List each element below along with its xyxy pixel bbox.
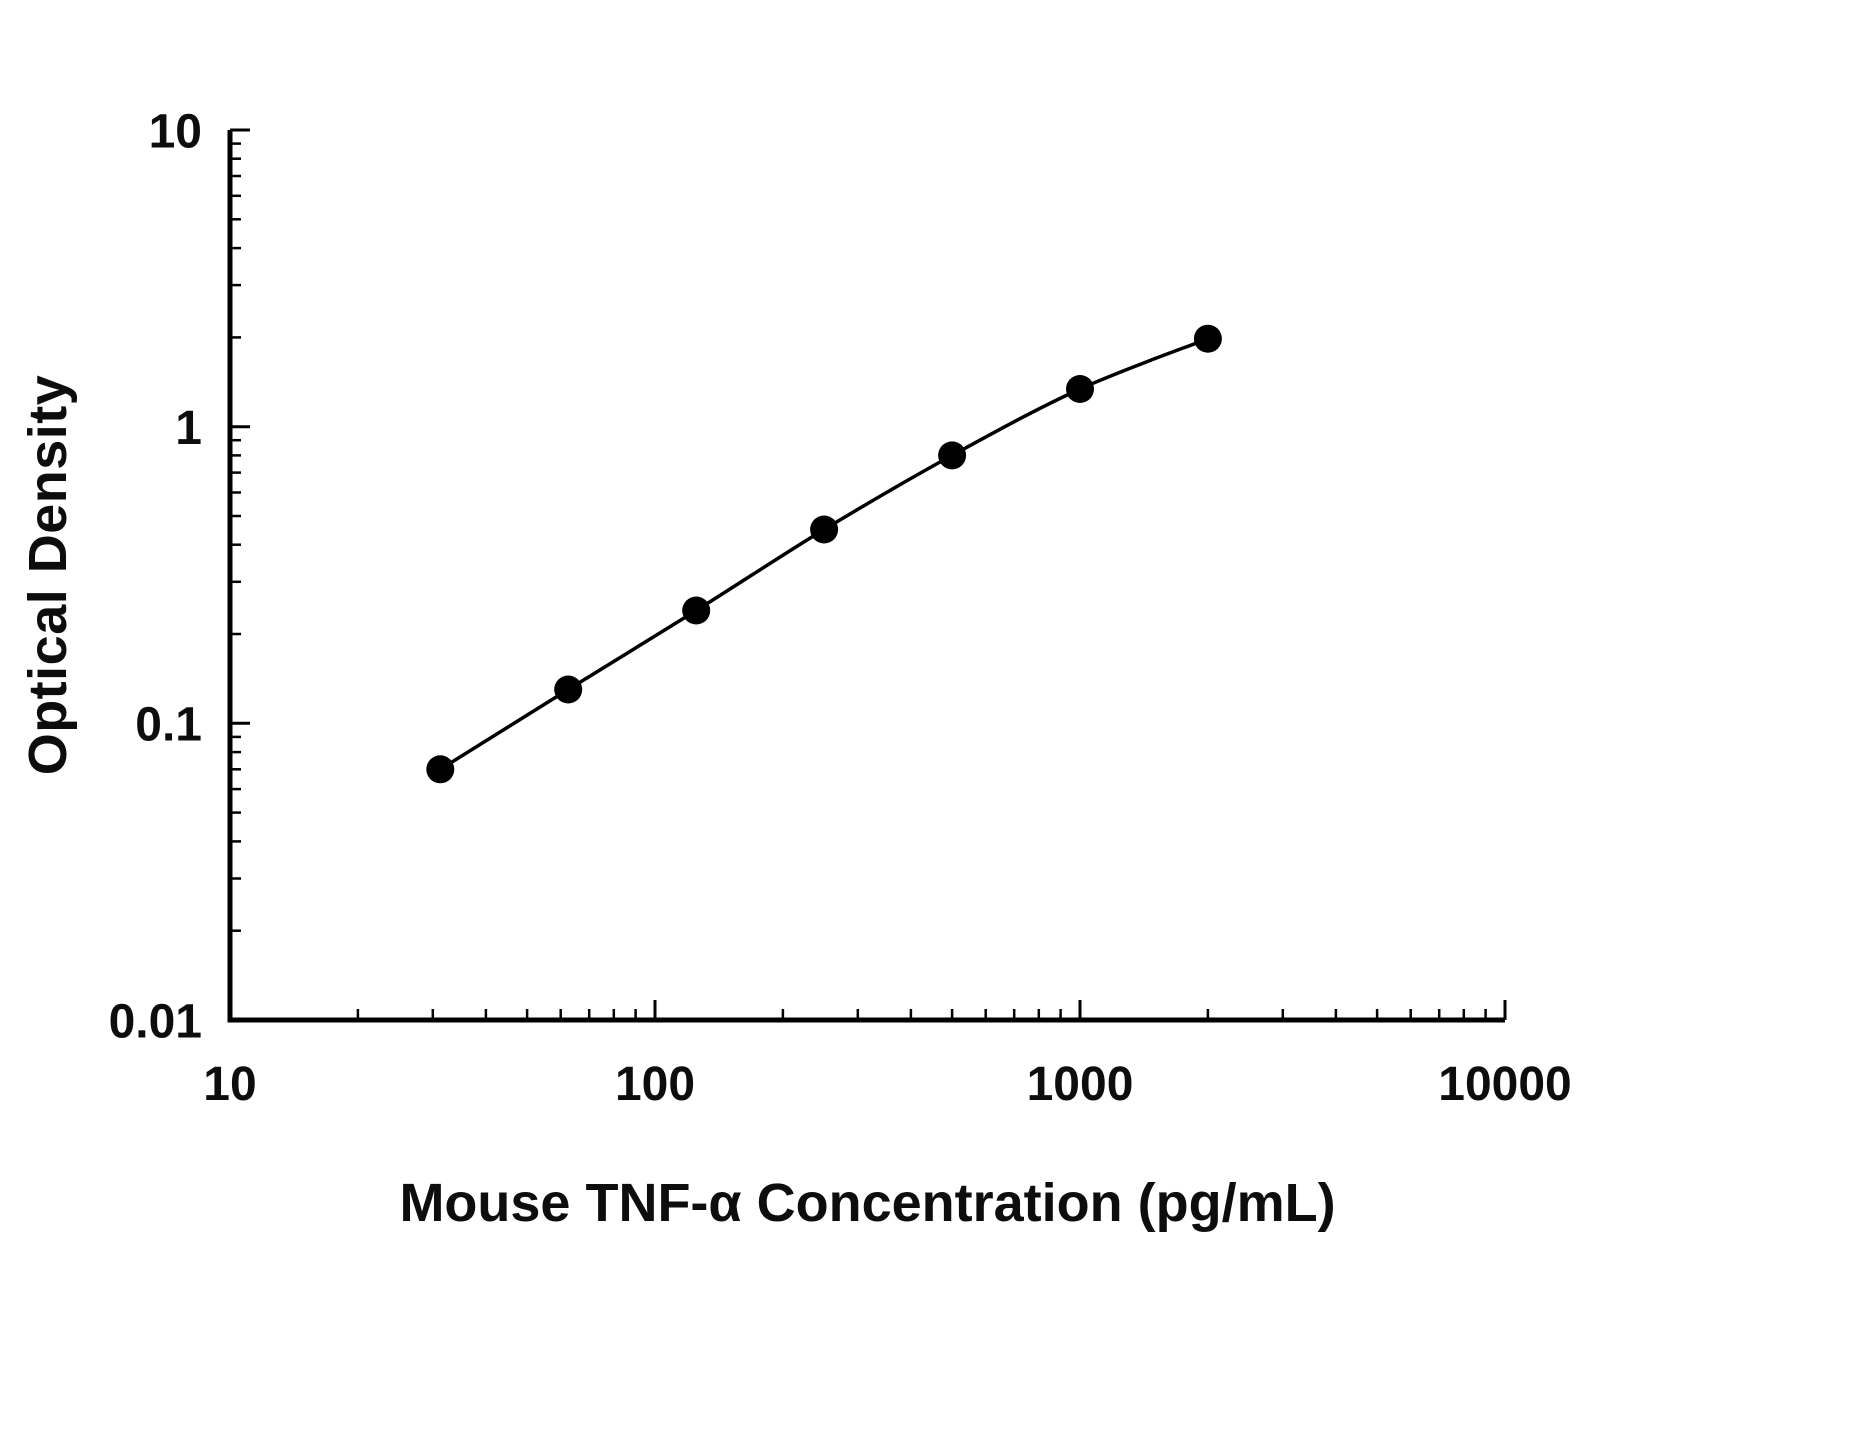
data-point-marker: [938, 441, 967, 470]
y-tick-label: 1: [175, 402, 202, 455]
y-axis-title: Optical Density: [18, 374, 78, 776]
data-point-marker: [1193, 324, 1222, 353]
x-tick-label: 1000: [1027, 1058, 1134, 1111]
data-point-marker: [1066, 375, 1094, 403]
x-tick-label: 100: [615, 1058, 695, 1111]
x-tick-label: 10: [203, 1058, 256, 1111]
x-tick-label: 10000: [1438, 1058, 1571, 1111]
data-point-marker: [426, 755, 455, 784]
x-axis-title: Mouse TNF-α Concentration (pg/mL): [399, 1173, 1336, 1233]
data-point-marker: [554, 675, 583, 704]
data-point-marker: [682, 596, 711, 625]
standard-curve-line: [439, 337, 1209, 771]
y-tick-label: 0.1: [135, 699, 202, 752]
data-point-marker: [810, 515, 839, 544]
axes-lines: [227, 130, 1505, 1023]
y-tick-label: 0.01: [109, 995, 202, 1048]
y-tick-label: 10: [149, 105, 202, 158]
